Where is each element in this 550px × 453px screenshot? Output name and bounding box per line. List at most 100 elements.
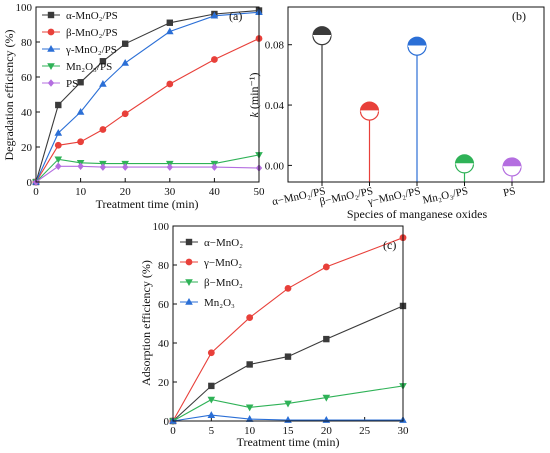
data-point	[54, 129, 63, 136]
x-tick-label: 0	[33, 186, 39, 198]
legend-label: Mn₂O₃	[204, 297, 235, 309]
panel-b-ylabel-symbol: k	[247, 111, 261, 117]
data-point	[166, 19, 173, 26]
lollipop-head-fill	[313, 26, 331, 36]
lollipop-head-fill	[455, 154, 474, 164]
data-point	[166, 80, 174, 88]
data-point	[284, 353, 292, 360]
lollipop-head-fill	[408, 37, 426, 47]
y-tick-label: 0.00	[265, 160, 285, 172]
x-tick-label: 5	[209, 425, 215, 437]
data-point	[211, 163, 218, 171]
category-label: PS	[502, 185, 516, 199]
data-point	[76, 108, 85, 115]
x-tick-label: 40	[209, 186, 221, 198]
series-line-5	[35, 165, 260, 183]
legend-label: α−MnO₂	[204, 237, 243, 249]
data-point	[77, 162, 84, 171]
data-point	[166, 27, 174, 35]
panel-a-frame	[35, 6, 260, 183]
data-point	[99, 80, 107, 87]
legend-label: γ-MnO₂/PS	[65, 44, 117, 56]
data-point	[55, 162, 62, 171]
panel-c-frame	[172, 225, 404, 422]
panel-c-adsorption-chart: 0 5 10 15 20 25 30 0 20 40 60 80 100 α−MnO₂ γ−MnO₂ β−Mn…	[139, 221, 409, 449]
category-label: γ−MnO₂/PS	[366, 185, 422, 208]
legend-marker	[47, 63, 55, 70]
x-tick-label: 25	[359, 425, 371, 437]
data-point	[207, 396, 216, 404]
data-point	[54, 141, 62, 149]
data-point	[245, 404, 254, 412]
legend-marker	[47, 79, 55, 87]
y-tick-label: 80	[21, 37, 33, 49]
data-point	[121, 59, 129, 66]
legend-label: PS	[66, 78, 78, 90]
series-line-2	[35, 38, 260, 183]
y-tick-label: 20	[158, 377, 170, 389]
data-point	[322, 263, 330, 271]
series-line-4	[35, 154, 260, 183]
y-tick-label: 0	[164, 416, 170, 428]
data-point	[246, 314, 254, 322]
data-point	[322, 394, 331, 402]
series-line-1	[172, 305, 404, 422]
data-point	[54, 156, 63, 164]
y-tick-label: 100	[153, 221, 170, 233]
panel-a-ylabel: Degradation efficiency (%)	[2, 29, 16, 160]
panel-c-ylabel: Adsorption efficiency (%)	[139, 260, 153, 386]
y-tick-label: 0.08	[265, 40, 285, 52]
panel-b-xlabel: Species of manganese oxides	[347, 207, 488, 221]
legend-label: β−MnO₂	[204, 277, 243, 289]
legend-marker	[185, 298, 193, 305]
panel-b-rate-constant-chart: 0.000.040.08α−MnO₂/PSβ−MnO₂/PSγ−MnO₂/PS M…	[247, 6, 545, 221]
panel-b-label: (b)	[512, 9, 526, 23]
data-point	[99, 58, 107, 65]
series-line-4	[172, 414, 403, 422]
panel-b-ylabel-unit: (min⁻¹)	[247, 73, 261, 113]
x-tick-label: 20	[120, 186, 132, 198]
data-point	[211, 56, 218, 63]
data-point	[207, 349, 215, 357]
y-tick-label: 80	[158, 260, 170, 272]
data-point	[166, 163, 173, 171]
y-tick-label: 100	[16, 2, 33, 14]
x-tick-label: 10	[244, 425, 256, 437]
legend-marker	[47, 45, 55, 52]
y-tick-label: 40	[21, 107, 33, 119]
x-tick-label: 15	[283, 425, 295, 437]
legend-marker	[47, 28, 55, 36]
series-line-2	[172, 237, 404, 422]
x-tick-label: 0	[170, 425, 176, 437]
legend-label: β-MnO₂/PS	[66, 27, 118, 39]
panel-a-xlabel: Treatment time (min)	[96, 197, 199, 211]
legend-marker	[185, 279, 193, 286]
series-line-1	[35, 9, 260, 183]
data-point	[55, 101, 62, 109]
data-point	[246, 361, 253, 368]
data-point	[121, 110, 129, 118]
data-point	[77, 79, 84, 86]
lollipop-head-fill	[503, 157, 521, 167]
panel-b-ylabel: k (min⁻¹)	[247, 73, 261, 118]
category-label: Mn₂O₃/PS	[421, 185, 469, 206]
legend-label: γ−MnO₂	[203, 257, 242, 269]
y-tick-label: 40	[158, 338, 170, 350]
panel-c-label: (c)	[383, 238, 396, 252]
data-point	[207, 411, 216, 418]
panel-b-frame	[287, 6, 545, 183]
legend-marker	[185, 258, 193, 266]
legend-marker	[47, 11, 55, 19]
legend-label: Mn₂O₃/PS	[66, 61, 112, 73]
data-point	[322, 416, 331, 423]
panel-a-degradation-chart: 0 10 20 30 40 50 0 20 40 60 80 100 α-MnO₂/PS β-MnO₂/P…	[2, 2, 265, 211]
x-tick-label: 50	[254, 186, 266, 198]
x-tick-label: 10	[75, 186, 87, 198]
category-label: β−MnO₂/PS	[319, 185, 374, 208]
series-line-3	[35, 11, 260, 183]
panel-c-xlabel: Treatment time (min)	[237, 435, 340, 449]
x-tick-label: 20	[321, 425, 333, 437]
y-tick-label: 60	[21, 72, 33, 84]
y-tick-label: 0	[27, 177, 33, 189]
